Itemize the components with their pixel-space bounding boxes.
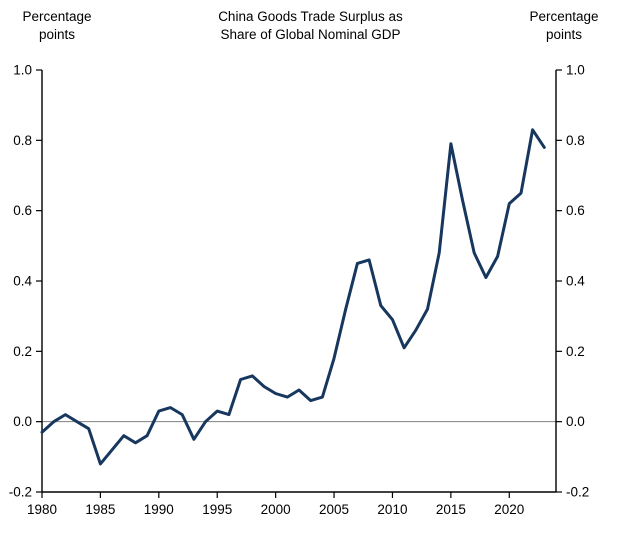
x-tick-label: 1980 (27, 502, 57, 517)
y-tick-label-left: 1.0 (13, 63, 32, 78)
y-tick-label-left: 0.8 (13, 133, 32, 148)
y-tick-label-right: 0.4 (566, 274, 585, 289)
left-unit-line1: Percentage (22, 9, 92, 24)
y-tick-label-left: 0.6 (13, 203, 32, 218)
y-tick-label-left: 0.0 (13, 414, 32, 429)
right-unit-line2: points (545, 27, 583, 43)
x-tick-label: 1990 (144, 502, 174, 517)
right-unit-line1: Percentage (529, 9, 599, 24)
y-tick-label-right: 0.6 (566, 203, 585, 218)
y-tick-label-right: 0.8 (566, 133, 585, 148)
y-tick-label-left: -0.2 (9, 485, 32, 500)
x-tick-label: 2020 (494, 502, 524, 517)
x-tick-label: 2005 (319, 502, 349, 517)
y-tick-label-right: 0.2 (566, 344, 585, 359)
left-axis-unit-label: Percentage points (2, 8, 112, 44)
x-tick-label: 1985 (85, 502, 115, 517)
y-tick-label-left: 0.4 (13, 274, 32, 289)
x-tick-label: 2010 (377, 502, 407, 517)
data-series-line (40, 128, 546, 466)
chart-title: China Goods Trade Surplus as Share of Glo… (120, 8, 501, 44)
x-tick-label: 2015 (436, 502, 466, 517)
y-tick-label-right: 1.0 (566, 63, 585, 78)
right-axis-unit-label: Percentage points (509, 8, 619, 44)
y-tick-label-right: 0.0 (566, 414, 585, 429)
title-line2: Share of Global Nominal GDP (220, 27, 401, 43)
y-tick-label-right: -0.2 (566, 485, 589, 500)
x-tick-label: 2000 (261, 502, 291, 517)
title-line1: China Goods Trade Surplus as (218, 9, 403, 24)
left-unit-line2: points (38, 27, 76, 43)
x-tick-label: 1995 (202, 502, 232, 517)
y-tick-label-left: 0.2 (13, 344, 32, 359)
